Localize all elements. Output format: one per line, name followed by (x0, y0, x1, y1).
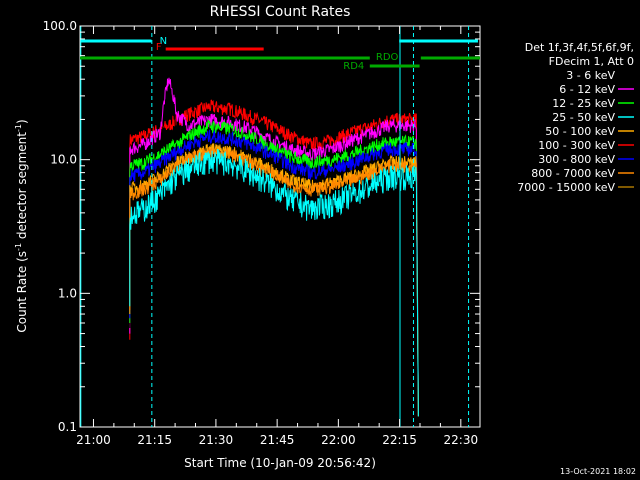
y-axis-label: Count Rate (s-1 detector segment-1) (14, 119, 29, 332)
timestamp-footer: 13-Oct-2021 18:02 (560, 467, 636, 476)
x-tick-label: 21:15 (137, 433, 172, 447)
legend-entry-label: 6 - 12 keV (559, 83, 615, 96)
series-line (129, 147, 419, 417)
legend-entry-label: 12 - 25 keV (552, 97, 615, 110)
series-line (129, 148, 419, 417)
series-line (129, 129, 419, 417)
y-tick-label: 100.0 (43, 19, 77, 33)
y-tick-label: 10.0 (50, 153, 77, 167)
series-line (129, 77, 419, 417)
legend-entry-label: 25 - 50 keV (552, 111, 615, 124)
series-layer (129, 77, 419, 417)
chart-title: RHESSI Count Rates (210, 4, 351, 20)
axes-layer: 21:00 21:15 21:30 21:45 22:00 22:15 22:30 0.1 1.… (43, 19, 480, 447)
series-line (129, 119, 419, 417)
legend-entry-label: 300 - 800 keV (538, 153, 615, 166)
legend-header-1: Det 1f,3f,4f,5f,6f,9f, (525, 41, 634, 54)
x-tick-label: 21:00 (76, 433, 111, 447)
plot-frame (79, 25, 481, 428)
x-tick-label: 21:30 (199, 433, 234, 447)
legend: Det 1f,3f,4f,5f,6f,9f, FDecim 1, Att 0 3… (517, 41, 634, 194)
flag-label: N (160, 36, 167, 47)
legend-entry-label: 100 - 300 keV (538, 139, 615, 152)
legend-header-2: FDecim 1, Att 0 (549, 55, 634, 68)
y-tick-label: 0.1 (58, 420, 77, 434)
x-tick-label: 21:45 (260, 433, 295, 447)
x-tick-label: 22:15 (382, 433, 417, 447)
series-line (129, 83, 419, 417)
flags-layer: NF RDO RD4 (80, 26, 480, 427)
legend-entry-label: 7000 - 15000 keV (517, 181, 615, 194)
x-tick-label: 22:30 (444, 433, 479, 447)
flag-label: RD4 (343, 61, 364, 72)
x-axis-label: Start Time (10-Jan-09 20:56:42) (184, 456, 376, 470)
legend-entry-label: 50 - 100 keV (545, 125, 615, 138)
legend-entry-label: 3 - 6 keV (566, 69, 615, 82)
flag-label: RDO (376, 52, 399, 63)
legend-entry-label: 800 - 7000 keV (531, 167, 615, 180)
y-tick-label: 1.0 (58, 286, 77, 300)
x-tick-label: 22:00 (321, 433, 356, 447)
flag-label: F (156, 42, 162, 53)
